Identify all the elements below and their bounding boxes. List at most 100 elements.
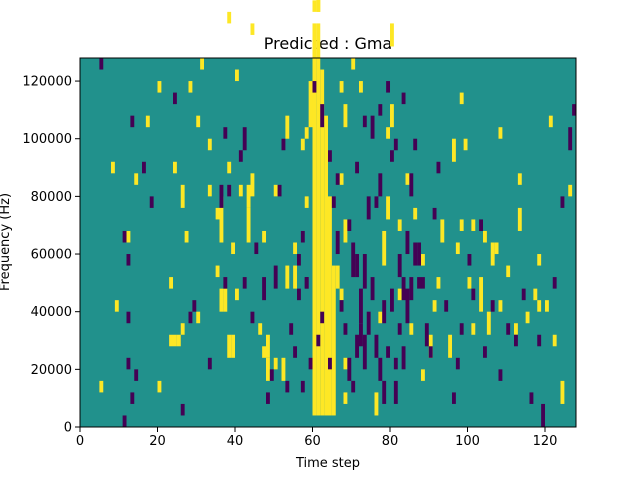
- cell-low-78: [498, 369, 503, 381]
- y-tick-label-6: 120000: [22, 75, 72, 90]
- cell-high-18: [235, 288, 239, 301]
- cell-low-107: [238, 150, 243, 162]
- cell-high-38: [188, 81, 193, 93]
- cell-low-56: [390, 150, 394, 162]
- cell-high-47: [339, 81, 344, 93]
- cell-high-36: [273, 184, 278, 197]
- cell-high-14: [219, 288, 224, 312]
- cell-high-106: [316, 0, 321, 12]
- cell-low-47: [355, 334, 360, 358]
- cell-low-88: [572, 104, 577, 116]
- y-axis-label: Frequency (Hz): [0, 193, 13, 291]
- cell-low-5: [122, 230, 127, 243]
- cell-high-28: [196, 115, 201, 128]
- cell-low-119: [417, 277, 422, 289]
- cell-high-103: [300, 138, 305, 151]
- cell-low-12: [180, 403, 185, 416]
- cell-high-12: [176, 334, 181, 347]
- cell-low-95: [374, 334, 379, 358]
- y-tick-label-2: 40000: [31, 305, 72, 320]
- cell-low-74: [471, 288, 476, 301]
- cell-low-32: [300, 380, 305, 393]
- cell-high-115: [494, 242, 499, 255]
- y-axis: 0 20000 40000 60000 80000 100000 120000: [22, 75, 80, 436]
- cell-low-36: [297, 254, 301, 266]
- cell-high-51: [343, 392, 348, 404]
- cell-low-34: [308, 357, 313, 370]
- cell-low-45: [347, 357, 352, 381]
- plot-frame: [79, 57, 577, 428]
- cell-high-93: [134, 173, 139, 185]
- cell-high-23: [285, 265, 290, 289]
- cell-high-41: [250, 23, 255, 35]
- cell-high-112: [448, 334, 453, 358]
- cell-low-41: [331, 196, 336, 208]
- x-tick-label-1: 20: [149, 434, 166, 449]
- cell-low-94: [370, 277, 375, 301]
- cell-high-91: [111, 161, 115, 174]
- cell-high-113: [459, 92, 464, 105]
- cell-low-93: [366, 311, 371, 335]
- cell-high-3: [324, 115, 329, 416]
- cell-low-114: [362, 115, 367, 128]
- cell-high-123: [238, 184, 243, 197]
- cell-high-45: [339, 288, 344, 301]
- cell-low-39: [320, 104, 325, 128]
- cell-high-33: [246, 207, 251, 243]
- cell-high-37: [285, 115, 290, 139]
- cell-high-50: [343, 357, 348, 370]
- cell-low-71: [455, 357, 460, 370]
- cell-low-43: [339, 300, 344, 312]
- x-tick-label-5: 100: [455, 434, 480, 449]
- cell-high-120: [145, 115, 150, 128]
- cell-low-63: [417, 242, 422, 266]
- cell-high-66: [440, 219, 445, 243]
- cell-high-46: [339, 173, 344, 185]
- cell-low-116: [386, 81, 391, 93]
- cell-high-43: [304, 127, 309, 139]
- cell-low-117: [393, 138, 398, 151]
- cell-high-83: [533, 288, 538, 301]
- cell-high-95: [196, 311, 201, 324]
- cell-low-106: [227, 184, 232, 197]
- cell-low-105: [192, 300, 197, 312]
- cell-low-80: [514, 334, 518, 347]
- cell-high-58: [390, 23, 394, 47]
- cell-low-85: [552, 277, 557, 289]
- cell-high-84: [537, 254, 542, 266]
- cell-low-37: [300, 230, 305, 243]
- cell-low-58: [397, 323, 402, 335]
- cell-low-62: [413, 138, 418, 151]
- cell-low-59: [401, 277, 406, 301]
- cell-high-67: [452, 138, 456, 162]
- x-tick-label-0: 0: [76, 434, 84, 449]
- cell-high-54: [382, 230, 387, 266]
- cell-high-15: [223, 288, 228, 312]
- cell-high-65: [436, 277, 441, 289]
- cell-high-7: [308, 81, 313, 128]
- cell-high-26: [215, 207, 220, 220]
- cell-low-52: [374, 196, 379, 208]
- cell-low-99: [393, 380, 398, 404]
- cell-high-24: [180, 323, 185, 335]
- cell-high-1: [316, 23, 321, 416]
- cell-high-108: [359, 81, 363, 93]
- cell-high-76: [490, 242, 495, 266]
- cell-low-110: [328, 357, 332, 370]
- cell-low-15: [219, 184, 224, 208]
- cell-high-94: [157, 81, 162, 93]
- cell-high-5: [331, 265, 336, 416]
- cell-low-51: [370, 115, 375, 139]
- cell-high-48: [343, 104, 348, 128]
- cell-high-116: [517, 173, 522, 185]
- cell-high-30: [207, 138, 212, 151]
- cell-high-80: [514, 323, 518, 335]
- x-tick-label-3: 60: [304, 434, 321, 449]
- cell-high-101: [273, 357, 278, 370]
- cell-high-59: [397, 219, 402, 231]
- x-tick-label-4: 80: [382, 434, 399, 449]
- cell-high-99: [250, 173, 255, 197]
- cell-high-21: [266, 357, 270, 381]
- cell-high-17: [231, 334, 236, 358]
- cell-low-1: [122, 415, 127, 427]
